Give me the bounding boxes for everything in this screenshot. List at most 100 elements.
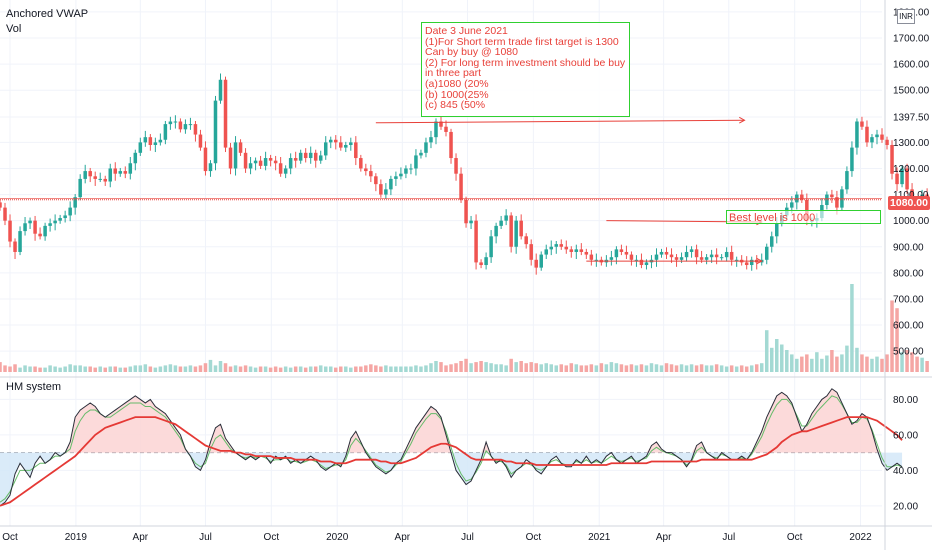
candle-body xyxy=(489,236,493,258)
volume-bar xyxy=(865,356,869,372)
volume-bar xyxy=(359,366,363,372)
price-tick-label: 1300.00 xyxy=(893,138,930,149)
date-tick-label: Jul xyxy=(461,532,474,543)
indicator-legend[interactable]: Anchored VWAP xyxy=(6,8,89,20)
candle-body xyxy=(43,225,47,237)
volume-bar xyxy=(419,366,423,372)
volume-bar xyxy=(424,365,428,372)
candle-body xyxy=(108,168,113,182)
date-tick-label: 2020 xyxy=(326,532,349,543)
volume-bar xyxy=(499,364,503,372)
candle-body xyxy=(379,184,383,195)
volume-bar xyxy=(223,363,228,372)
volume-bar xyxy=(48,365,52,372)
volume-bar xyxy=(524,363,528,372)
candle-body xyxy=(749,259,754,266)
volume-bar xyxy=(724,366,729,372)
volume-bar xyxy=(589,364,594,372)
best-level-label[interactable]: Best level is 1000 xyxy=(726,210,881,224)
candle-body xyxy=(885,139,889,145)
candle-body xyxy=(253,160,258,164)
candle-body xyxy=(704,257,709,260)
volume-bar xyxy=(379,366,383,372)
volume-bar xyxy=(394,366,398,372)
note-line: (1)For Short term trade first target is … xyxy=(425,35,619,48)
candle-body xyxy=(875,134,879,138)
volume-bar xyxy=(825,355,829,372)
analysis-note[interactable]: Date 3 June 2021 (1)For Short term trade … xyxy=(421,22,630,117)
candle-body xyxy=(118,171,123,174)
note-line: in three part xyxy=(425,67,482,80)
volume-bar xyxy=(253,367,258,372)
oscillator-legend[interactable]: HM system xyxy=(6,381,61,393)
candle-body xyxy=(744,262,749,266)
candle-body xyxy=(514,220,518,247)
volume-bar xyxy=(749,365,754,372)
candle-body xyxy=(724,251,729,258)
candle-body xyxy=(18,231,22,252)
volume-bar xyxy=(273,366,278,372)
candle-body xyxy=(559,244,564,247)
volume-bar xyxy=(464,358,468,372)
candle-body xyxy=(188,124,193,126)
candle-body xyxy=(579,249,584,252)
volume-bar xyxy=(133,365,138,372)
volume-bar xyxy=(494,364,498,372)
currency-badge[interactable]: INR xyxy=(897,9,915,24)
volume-bar xyxy=(88,366,92,372)
candle-body xyxy=(258,160,263,166)
arrow-head xyxy=(756,257,763,265)
volume-bar xyxy=(389,366,393,372)
volume-bar xyxy=(709,365,714,372)
volume-bar xyxy=(920,357,924,372)
volume-bar xyxy=(328,366,333,372)
candle-body xyxy=(414,155,418,169)
volume-bar xyxy=(23,365,27,372)
candle-body xyxy=(73,197,77,208)
volume-bar xyxy=(318,365,323,372)
candle-body xyxy=(554,244,559,247)
volume-bar xyxy=(128,366,133,372)
candle-body xyxy=(534,259,538,268)
candle-body xyxy=(499,220,503,226)
candle-body xyxy=(98,178,102,180)
arrow-line xyxy=(375,119,745,124)
volume-bar xyxy=(659,365,664,372)
candle-body xyxy=(148,137,153,145)
volume-bar xyxy=(313,366,318,372)
volume-bar xyxy=(374,365,378,372)
candle-body xyxy=(594,259,599,261)
volume-bar xyxy=(334,367,338,372)
volume-bar xyxy=(479,361,483,372)
candle-body xyxy=(624,251,629,255)
candle-body xyxy=(669,254,674,258)
volume-bar xyxy=(293,366,298,372)
volume-bar xyxy=(248,366,253,372)
osc-signal-line xyxy=(0,416,903,507)
date-tick-label: Jul xyxy=(199,532,212,543)
candle-body xyxy=(714,254,719,258)
volume-bar xyxy=(634,365,639,372)
volume-bar xyxy=(694,365,699,372)
volume-bar xyxy=(790,354,794,372)
date-tick-label: Oct xyxy=(2,532,18,543)
candle-body xyxy=(634,259,639,261)
candle-body xyxy=(303,152,308,159)
candle-body xyxy=(328,139,333,143)
candle-body xyxy=(860,121,864,127)
note-line: (2) For long term investment should be b… xyxy=(425,56,626,69)
note-line: (a)1080 (20% xyxy=(425,77,489,90)
volume-bar xyxy=(835,356,839,372)
candle-body xyxy=(208,163,213,172)
osc-slow-line xyxy=(0,395,903,503)
volume-bar xyxy=(98,366,102,372)
candle-body xyxy=(684,251,689,258)
candle-body xyxy=(88,171,92,177)
candle-body xyxy=(424,142,428,153)
volume-bar xyxy=(775,339,779,372)
candle-body xyxy=(3,207,7,221)
volume-bar xyxy=(619,364,624,372)
volume-legend[interactable]: Vol xyxy=(6,23,22,35)
volume-bar xyxy=(764,330,769,372)
volume-bar xyxy=(258,366,263,372)
